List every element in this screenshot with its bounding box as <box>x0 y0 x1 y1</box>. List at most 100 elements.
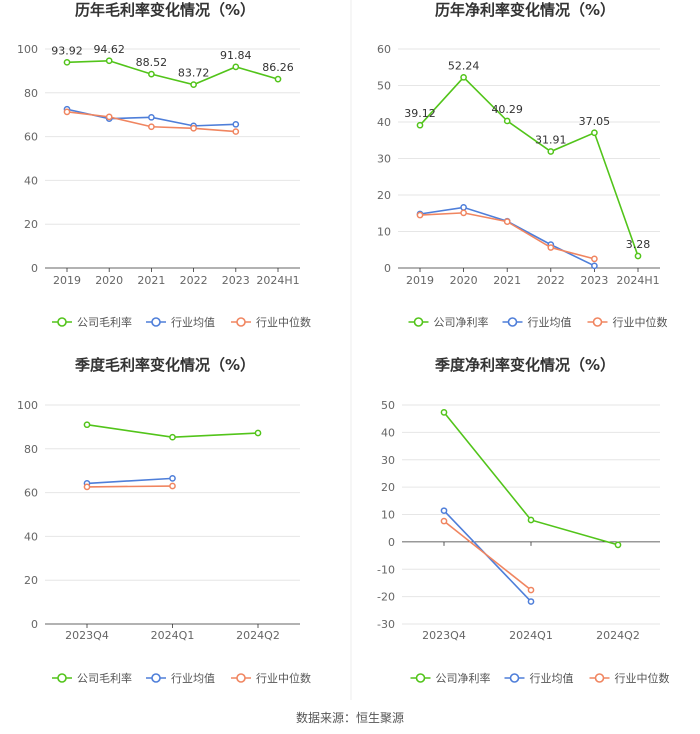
chart2-series-point-1 <box>460 73 467 81</box>
chart4-series-point-3 <box>440 517 448 525</box>
chart3-legend-swatch-marker <box>236 673 246 683</box>
chart2-ytick-label: 50 <box>377 80 391 93</box>
chart3-ytick-label: 20 <box>24 574 38 587</box>
chart4-series-point-1 <box>527 516 535 524</box>
chart2-series-point-3 <box>547 244 555 251</box>
chart3-series-point-3 <box>83 483 91 491</box>
chart3-series-point-2 <box>169 475 176 482</box>
chart3-legend-label: 行业中位数 <box>256 671 311 685</box>
chart1-ytick-label: 100 <box>17 43 38 56</box>
chart2-ytick-label: 0 <box>384 262 391 275</box>
chart3-legend-label: 行业均值 <box>171 672 215 685</box>
chart1-ytick-label: 40 <box>24 174 38 187</box>
chart1-data-label: 94.62 <box>93 43 125 56</box>
chart4-ytick-label: 40 <box>381 426 395 439</box>
chart3-series-line-3 <box>86 485 173 488</box>
chart1-ytick-label: 20 <box>24 218 38 231</box>
chart3-xtick-label: 2024Q2 <box>236 629 280 642</box>
chart1-legend-swatch-marker <box>236 317 246 327</box>
chart1-legend-label: 行业中位数 <box>256 315 311 329</box>
chart2-ytick-label: 20 <box>377 189 391 202</box>
chart3-title: 季度毛利率变化情况（%） <box>75 356 255 374</box>
chart4-title: 季度净利率变化情况（%） <box>435 356 615 374</box>
chart1-legend-swatch-marker <box>151 317 161 327</box>
chart4-ytick-label: 20 <box>381 481 395 494</box>
chart4-series-point-2 <box>440 507 448 515</box>
chart1-series-point-2 <box>232 120 240 128</box>
chart2-ytick-label: 10 <box>377 226 391 239</box>
chart3-xtick-label: 2024Q1 <box>151 629 195 642</box>
chart3-ytick-label: 100 <box>17 399 38 412</box>
chart4-xtick-label: 2024Q1 <box>509 629 553 642</box>
chart2-xtick-label: 2024H1 <box>616 274 659 287</box>
chart2-xtick-label: 2023 <box>580 274 608 287</box>
chart4-ytick-label: -30 <box>377 618 395 631</box>
chart2-xtick-label: 2019 <box>406 274 434 287</box>
chart2-xtick-label: 2021 <box>493 274 521 287</box>
chart4-ytick-label: 30 <box>381 454 395 467</box>
chart2-legend-swatch-marker <box>413 317 424 327</box>
chart1-data-label: 86.26 <box>262 61 294 74</box>
chart2-series-point-2 <box>460 204 467 211</box>
chart4-series-point-3 <box>527 586 535 594</box>
chart3-series-point-1 <box>169 433 176 441</box>
chart3-series-point-1 <box>254 429 262 437</box>
chart4-legend-label: 行业中位数 <box>615 671 670 685</box>
chart2-series-point-1 <box>591 129 598 137</box>
chart1-series-point-1 <box>190 81 197 89</box>
chart1-legend-swatch-marker <box>57 317 67 327</box>
chart3-series-point-3 <box>169 482 176 490</box>
chart4-legend-label: 行业均值 <box>530 672 574 685</box>
chart2-data-label: 3.28 <box>626 238 651 251</box>
chart1-ytick-label: 60 <box>24 131 38 144</box>
chart2-series-point-3 <box>416 211 424 219</box>
chart1-series-point-1 <box>148 70 155 78</box>
chart3-legend-label: 公司毛利率 <box>77 671 132 685</box>
chart1-xtick-label: 2024H1 <box>256 274 299 287</box>
chart4-ytick-label: 0 <box>388 536 395 549</box>
chart2-data-label: 39.12 <box>404 107 436 120</box>
chart3-ytick-label: 60 <box>24 487 38 500</box>
chart1-data-label: 83.72 <box>178 67 210 80</box>
chart2-series-point-3 <box>503 218 511 225</box>
chart1-xtick-label: 2023 <box>222 274 250 287</box>
chart3-series-line-2 <box>86 477 173 485</box>
chart2-legend-swatch-marker <box>592 317 603 327</box>
chart2-data-label: 37.05 <box>579 115 611 128</box>
chart1-legend-label: 公司毛利率 <box>77 315 132 329</box>
chart2-series-point-2 <box>591 262 598 270</box>
chart1-data-label: 93.92 <box>51 44 83 57</box>
chart3-legend-swatch-marker <box>151 673 161 683</box>
chart4-xtick-label: 2023Q4 <box>422 629 466 642</box>
chart1-xtick-label: 2021 <box>137 274 165 287</box>
chart1-xtick-label: 2022 <box>180 274 208 287</box>
data-source-note: 数据来源：恒生聚源 <box>295 711 404 725</box>
chart2-legend-swatch-marker <box>507 317 518 327</box>
chart1-ytick-label: 0 <box>31 262 38 275</box>
chart2-series-line-2 <box>419 206 595 267</box>
chart2-data-label: 31.91 <box>535 134 567 147</box>
chart2-series-point-1 <box>503 117 511 125</box>
chart4-series-point-1 <box>440 409 448 416</box>
chart1-series-point-1 <box>105 57 113 65</box>
chart4-legend-swatch-marker <box>594 673 605 683</box>
chart2-xtick-label: 2022 <box>537 274 565 287</box>
chart4-ytick-label: 10 <box>381 509 395 522</box>
chart2-series-line-1 <box>419 76 639 257</box>
chart4-ytick-label: -10 <box>377 563 395 576</box>
chart1-data-label: 88.52 <box>136 56 168 69</box>
chart2-series-point-3 <box>591 255 598 263</box>
chart4-xtick-label: 2024Q2 <box>596 629 640 642</box>
chart1-series-line-1 <box>66 59 279 86</box>
chart1-legend-label: 行业均值 <box>171 316 215 329</box>
chart4-ytick-label: 50 <box>381 399 395 412</box>
chart2-data-label: 52.24 <box>448 59 480 72</box>
chart4-legend-swatch-marker <box>509 673 520 683</box>
chart1-series-point-3 <box>190 124 197 132</box>
chart2-legend-label: 行业均值 <box>528 316 572 329</box>
chart4-series-line-3 <box>443 520 532 591</box>
chart1-series-point-1 <box>63 58 71 66</box>
chart3-legend-swatch-marker <box>57 673 67 683</box>
chart2-ytick-label: 30 <box>377 153 391 166</box>
